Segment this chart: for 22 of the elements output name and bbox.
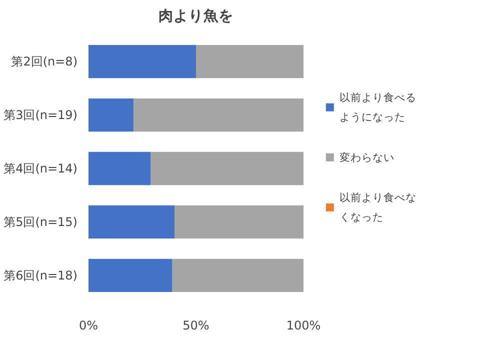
legend-label: 以前より食べなくなった <box>340 191 416 224</box>
bar <box>88 98 134 132</box>
y-tick-label: 第5回(n=15) <box>4 214 78 229</box>
legend-label: 変わらない <box>340 150 394 164</box>
x-tick-label: 0% <box>78 318 98 332</box>
x-tick-label: 50% <box>182 318 210 332</box>
y-tick-label: 第3回(n=19) <box>4 108 78 122</box>
y-tick-label: 第6回(n=18) <box>4 268 78 282</box>
bar <box>88 152 151 186</box>
chart-title: 肉より魚を <box>158 8 234 24</box>
bar <box>150 152 304 186</box>
bar <box>134 98 304 132</box>
bar <box>88 45 196 78</box>
legend-label: 以前より食べるようになった <box>340 91 416 124</box>
x-tick-label: 100% <box>286 318 321 332</box>
bar <box>88 205 174 239</box>
bar <box>174 205 304 239</box>
y-tick-label: 第4回(n=14) <box>4 162 78 176</box>
bar <box>172 258 304 292</box>
y-tick-label: 第2回(n=8) <box>11 54 78 69</box>
bar <box>196 45 304 78</box>
bar <box>88 258 172 292</box>
